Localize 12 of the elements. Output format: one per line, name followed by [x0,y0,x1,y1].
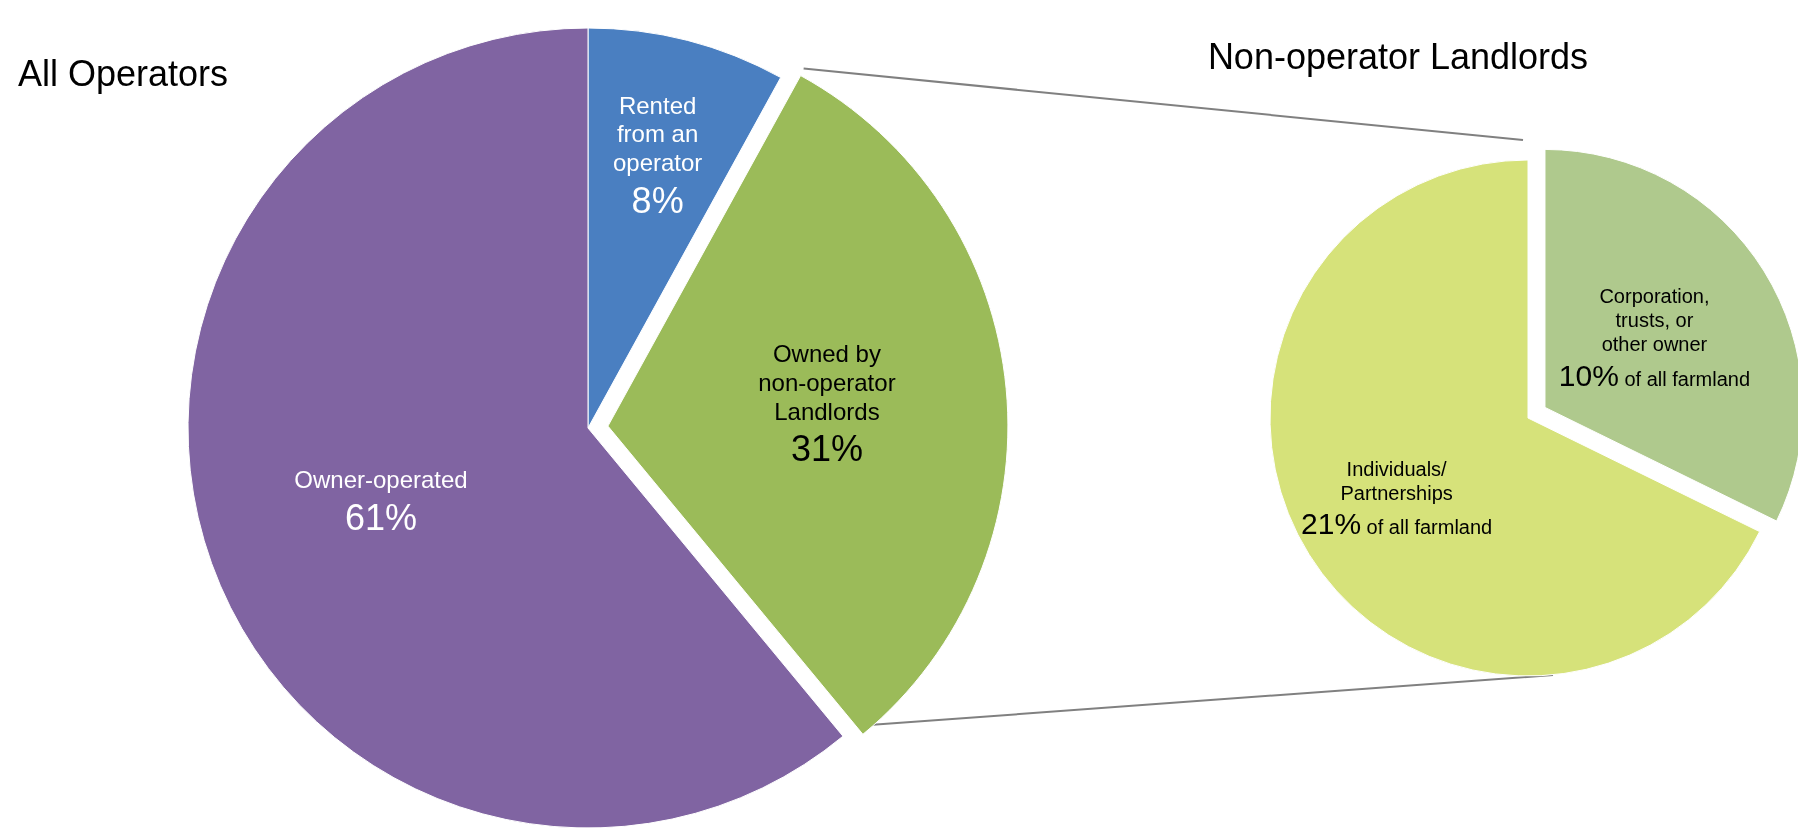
chart-title: Non-operator Landlords [1206,36,1590,78]
slice-label: Owned by non-operator Landlords [758,340,896,425]
data-label: 10% of all farmland [1558,358,1751,392]
data-label: 21% of all farmland [1301,507,1493,541]
slice-label: Individuals/ Partnerships [1340,457,1453,504]
data-label: 61% [344,496,418,538]
text: All Operators [18,53,229,95]
slice-label: Corporation, trusts, or other owner [1599,285,1710,356]
slice-label: Owner-operated [294,466,468,494]
slice-label: Rented from an operator [612,91,703,177]
data-label: 8% [631,179,684,221]
data-label: 31% [790,428,863,470]
